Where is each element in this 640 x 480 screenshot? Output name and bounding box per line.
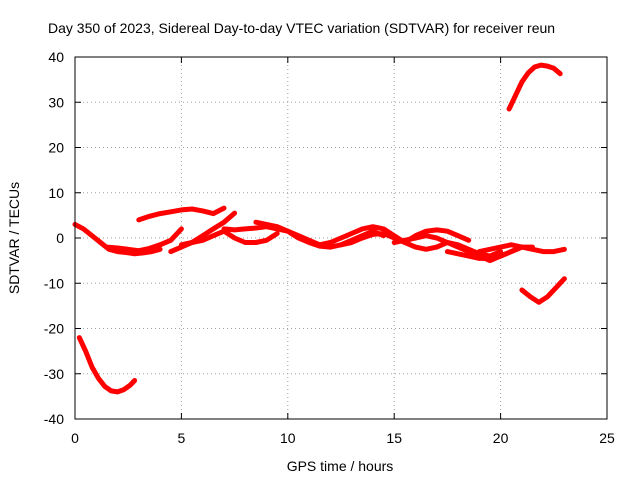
x-tick-label: 0 — [71, 430, 79, 446]
series-track-1 — [72, 221, 163, 257]
y-tick-label: 20 — [48, 140, 64, 156]
x-tick-label: 5 — [178, 430, 186, 446]
y-tick-label: 10 — [48, 185, 64, 201]
series-track-2 — [76, 335, 138, 395]
x-tick-label: 25 — [599, 430, 615, 446]
x-tick-label: 20 — [493, 430, 509, 446]
series-track-3 — [136, 205, 227, 223]
series-track-6 — [178, 228, 280, 248]
y-tick-label: -40 — [44, 411, 64, 427]
x-axis-label: GPS time / hours — [287, 458, 394, 474]
series-track-15 — [519, 276, 567, 305]
series-track-14 — [506, 62, 563, 112]
series-track-4 — [104, 226, 184, 254]
y-tick-label: -20 — [44, 321, 64, 337]
y-tick-labels: -40 -30 -20 -10 0 10 20 30 40 — [44, 49, 64, 427]
y-tick-label: 30 — [48, 94, 64, 110]
x-tick-label: 10 — [280, 430, 296, 446]
series-track-13 — [476, 242, 567, 255]
x-tick-label: 15 — [386, 430, 402, 446]
ticks — [74, 56, 608, 420]
x-tick-labels: 0 5 10 15 20 25 — [71, 430, 615, 446]
grid — [75, 57, 607, 419]
y-tick-label: 40 — [48, 49, 64, 65]
y-tick-label: -30 — [44, 366, 64, 382]
chart-title: Day 350 of 2023, Sidereal Day-to-day VTE… — [48, 20, 555, 36]
y-tick-label: -10 — [44, 275, 64, 291]
y-axis-label: SDTVAR / TECUs — [6, 182, 22, 294]
y-tick-label: 0 — [56, 230, 64, 246]
series-layer — [72, 62, 567, 395]
